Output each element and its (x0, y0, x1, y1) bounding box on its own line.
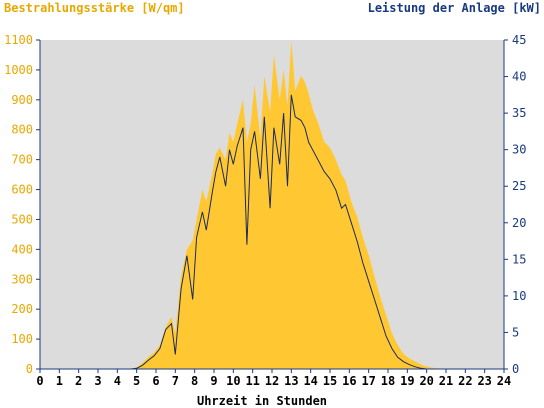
irradiance-area-group (40, 40, 504, 369)
right-tick-label: 0 (512, 362, 519, 376)
left-tick-label: 700 (11, 153, 33, 167)
x-tick-label: 9 (210, 374, 217, 388)
x-tick-label: 12 (265, 374, 279, 388)
x-tick-label: 15 (323, 374, 337, 388)
right-tick-label: 15 (512, 252, 526, 266)
x-tick-label: 17 (361, 374, 375, 388)
x-tick-label: 4 (114, 374, 121, 388)
x-tick-label: 16 (342, 374, 356, 388)
left-tick-label: 1000 (4, 63, 33, 77)
left-tick-label: 600 (11, 183, 33, 197)
x-tick-label: 1 (56, 374, 63, 388)
x-tick-label: 10 (226, 374, 240, 388)
x-tick-label: 24 (497, 374, 511, 388)
x-tick-label: 2 (75, 374, 82, 388)
x-tick-label: 13 (284, 374, 298, 388)
x-axis-label: Uhrzeit in Stunden (197, 394, 327, 408)
left-tick-label: 1100 (4, 33, 33, 47)
x-tick-label: 20 (419, 374, 433, 388)
right-tick-label: 30 (512, 143, 526, 157)
x-tick-label: 14 (303, 374, 317, 388)
left-tick-label: 300 (11, 272, 33, 286)
left-tick-label: 400 (11, 242, 33, 256)
right-tick-label: 35 (512, 106, 526, 120)
power-line (40, 94, 504, 370)
x-tick-label: 7 (172, 374, 179, 388)
x-tick-label: 5 (133, 374, 140, 388)
right-tick-label: 40 (512, 70, 526, 84)
right-ticks: 0 5 10 15 20 25 30 35 40 45 (504, 33, 526, 376)
x-tick-label: 22 (458, 374, 472, 388)
x-tick-label: 18 (381, 374, 395, 388)
x-tick-label: 6 (152, 374, 159, 388)
x-tick-label: 0 (36, 374, 43, 388)
irradiance-area (40, 40, 504, 369)
x-tick-label: 19 (400, 374, 414, 388)
left-tick-label: 200 (11, 302, 33, 316)
power-line-group (40, 94, 504, 370)
right-tick-label: 45 (512, 33, 526, 47)
x-tick-label: 8 (191, 374, 198, 388)
left-ticks: 0 100 200 300 400 500 600 700 800 900 1000 1100 (4, 33, 40, 376)
x-tick-label: 11 (245, 374, 259, 388)
right-tick-label: 20 (512, 216, 526, 230)
left-axis-label: Bestrahlungsstärke [W/qm] (4, 1, 185, 15)
left-tick-label: 0 (26, 362, 33, 376)
x-tick-label: 3 (94, 374, 101, 388)
right-tick-label: 10 (512, 289, 526, 303)
x-ticks: 0 1 2 3 4 5 6 7 8 9 10 11 12 13 14 15 16 17 18 19 20 21 22 23 24 (36, 369, 511, 388)
left-tick-label: 800 (11, 123, 33, 137)
right-axis-label: Leistung der Anlage [kW] (368, 1, 541, 15)
left-tick-label: 500 (11, 212, 33, 226)
right-tick-label: 5 (512, 325, 519, 339)
x-tick-label: 21 (439, 374, 453, 388)
left-tick-label: 100 (11, 332, 33, 346)
right-tick-label: 25 (512, 179, 526, 193)
x-tick-label: 23 (477, 374, 491, 388)
left-tick-label: 900 (11, 93, 33, 107)
